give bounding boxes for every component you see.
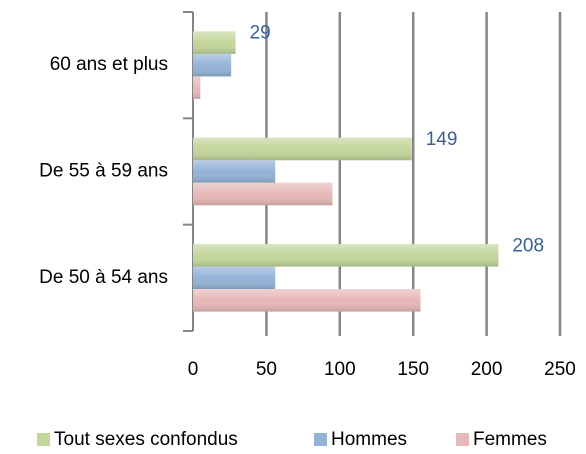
bar-shade (193, 137, 412, 161)
bar-shade (193, 289, 421, 312)
bar-shade (193, 31, 236, 54)
bar-shade (193, 182, 333, 206)
x-tick-label: 250 (544, 359, 576, 380)
bar-shade (193, 76, 201, 99)
x-tick-label: 50 (256, 359, 277, 380)
data-label: 29 (250, 23, 271, 44)
legend-label: Hommes (331, 429, 407, 450)
y-tick-label: 60 ans et plus (50, 54, 168, 75)
data-label: 208 (512, 235, 544, 256)
data-label: 149 (426, 129, 458, 150)
y-tick-label: De 50 à 54 ans (39, 267, 168, 288)
bar-shade (193, 53, 232, 77)
legend-swatch (37, 433, 50, 446)
y-tick-label: De 55 à 59 ans (39, 161, 168, 182)
legend-label: Tout sexes confondus (54, 429, 238, 450)
bar-shade (193, 266, 276, 290)
x-tick-label: 100 (324, 359, 356, 380)
legend-label: Femmes (473, 429, 547, 450)
x-tick-label: 150 (397, 359, 429, 380)
bar-shade (193, 244, 499, 267)
x-tick-label: 200 (471, 359, 503, 380)
legend-swatch (456, 433, 469, 446)
x-tick-label: 0 (188, 359, 199, 380)
legend-swatch (314, 433, 327, 446)
bar-shade (193, 160, 276, 183)
